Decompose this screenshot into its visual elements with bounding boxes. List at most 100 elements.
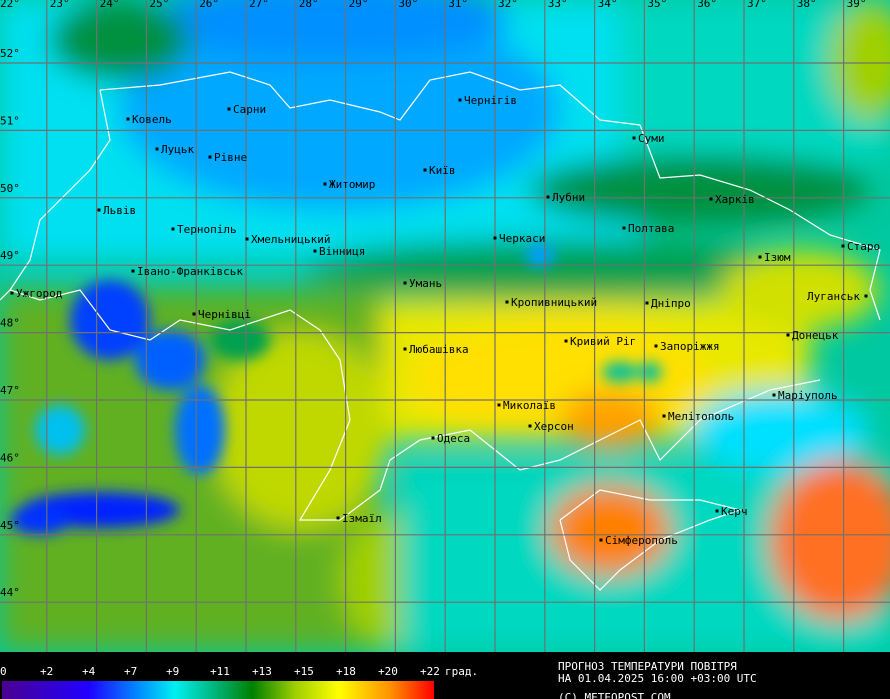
- city-name: Мелітополь: [668, 410, 734, 423]
- city-name: Сарни: [233, 103, 266, 116]
- city-marker: Ужгород: [10, 287, 63, 300]
- city-marker: Миколаїв: [497, 399, 556, 412]
- city-name: Миколаїв: [503, 399, 556, 412]
- city-name: Київ: [429, 164, 456, 177]
- city-dot: [323, 182, 327, 186]
- city-dot: [126, 117, 130, 121]
- city-marker: Київ: [423, 164, 456, 177]
- city-name: Хмельницький: [251, 233, 330, 246]
- city-name: Ізмаїл: [342, 512, 382, 525]
- forecast-time: НА 01.04.2025 16:00 +03:00 UTC: [558, 672, 757, 685]
- longitude-label: 36°: [697, 0, 717, 10]
- city-marker: Кривий Ріг: [564, 335, 636, 348]
- city-dot: [564, 339, 568, 343]
- city-marker: Полтава: [622, 222, 674, 235]
- longitude-labels: 22° 23° 24° 25° 26° 27° 28° 29° 30° 31° 32° 33° 34° 3…: [0, 0, 866, 10]
- city-marker: Старо: [841, 240, 880, 253]
- longitude-label: 28°: [299, 0, 319, 10]
- city-dot: [654, 344, 658, 348]
- city-marker: Любашівка: [403, 343, 469, 356]
- city-dot: [403, 347, 407, 351]
- longitude-label: 39°: [847, 0, 867, 10]
- city-marker: Рівне: [208, 151, 247, 164]
- city-marker: Маріуполь: [772, 389, 838, 402]
- legend-tick: +15: [294, 665, 314, 678]
- city-marker: Чернівці: [192, 308, 251, 321]
- longitude-label: 33°: [548, 0, 568, 10]
- city-marker: Тернопіль: [171, 223, 237, 236]
- legend-tick: +7: [124, 665, 138, 678]
- city-dot: [546, 195, 550, 199]
- city-marker: Лубни: [546, 191, 585, 204]
- city-name: Ужгород: [16, 287, 63, 300]
- longitude-label: 30°: [398, 0, 418, 10]
- city-dot: [208, 155, 212, 159]
- city-name: Донецьк: [792, 329, 839, 342]
- city-marker: Дніпро: [645, 297, 691, 310]
- latitude-label: 52°: [0, 47, 20, 60]
- city-name: Любашівка: [409, 343, 469, 356]
- legend-tick: +4: [82, 665, 96, 678]
- longitude-label: 35°: [647, 0, 667, 10]
- city-dot: [97, 208, 101, 212]
- city-name: Вінниця: [319, 245, 365, 258]
- city-dot: [131, 269, 135, 273]
- city-marker: Житомир: [323, 178, 375, 191]
- legend-units: град.: [445, 665, 479, 678]
- city-name: Івано-Франківськ: [137, 265, 243, 278]
- legend-tick: +9: [166, 665, 180, 678]
- city-dot: [431, 436, 435, 440]
- city-name: Полтава: [628, 222, 674, 235]
- city-marker: Черкаси: [493, 232, 545, 245]
- city-marker: Кропивницький: [505, 296, 597, 309]
- legend-tick: +20: [378, 665, 398, 678]
- city-marker: Ізмаїл: [336, 512, 382, 525]
- city-marker: Донецьк: [786, 329, 839, 342]
- city-marker: Суми: [632, 132, 665, 145]
- city-name: Одеса: [437, 432, 470, 445]
- city-name: Кропивницький: [511, 296, 597, 309]
- longitude-label: 24°: [100, 0, 120, 10]
- city-marker: Умань: [403, 277, 442, 290]
- city-name: Рівне: [214, 151, 247, 164]
- city-dot: [403, 281, 407, 285]
- longitude-label: 34°: [598, 0, 618, 10]
- city-name: Харків: [715, 193, 755, 206]
- city-name: Черкаси: [499, 232, 545, 245]
- latitude-label: 50°: [0, 182, 20, 195]
- longitude-label: 27°: [249, 0, 269, 10]
- city-dot: [772, 393, 776, 397]
- city-name: Ковель: [132, 113, 172, 126]
- legend-tick: +11: [210, 665, 230, 678]
- legend-tick: +18: [336, 665, 356, 678]
- city-dot: [192, 312, 196, 316]
- longitude-label: 38°: [797, 0, 817, 10]
- city-marker: Харків: [709, 193, 755, 206]
- city-marker: Одеса: [431, 432, 470, 445]
- city-name: Тернопіль: [177, 223, 237, 236]
- city-name: Старо: [847, 240, 880, 253]
- city-marker: Мелітополь: [662, 410, 734, 423]
- city-name: Запоріжжя: [660, 340, 720, 353]
- latitude-labels: 52° 51° 50° 49° 48° 47° 46° 45° 44°: [0, 47, 20, 599]
- city-name: Чернігів: [464, 94, 517, 107]
- city-dot: [245, 237, 249, 241]
- city-name: Херсон: [534, 420, 574, 433]
- city-dot: [622, 226, 626, 230]
- city-marker: Вінниця: [313, 245, 365, 258]
- city-dot: [709, 197, 713, 201]
- city-name: Маріуполь: [778, 389, 838, 402]
- city-dot: [505, 300, 509, 304]
- city-dot: [864, 294, 868, 298]
- city-marker: Івано-Франківськ: [131, 265, 243, 278]
- city-name: Чернівці: [198, 308, 251, 321]
- city-name: Кривий Ріг: [570, 335, 636, 348]
- longitude-label: 26°: [199, 0, 219, 10]
- city-dot: [336, 516, 340, 520]
- coordinate-grid: [0, 0, 890, 652]
- latitude-label: 49°: [0, 249, 20, 262]
- city-marker: Ізюм: [758, 251, 791, 264]
- latitude-label: 46°: [0, 451, 20, 464]
- city-name: Сімферополь: [605, 534, 678, 547]
- city-marker: Львів: [97, 204, 136, 217]
